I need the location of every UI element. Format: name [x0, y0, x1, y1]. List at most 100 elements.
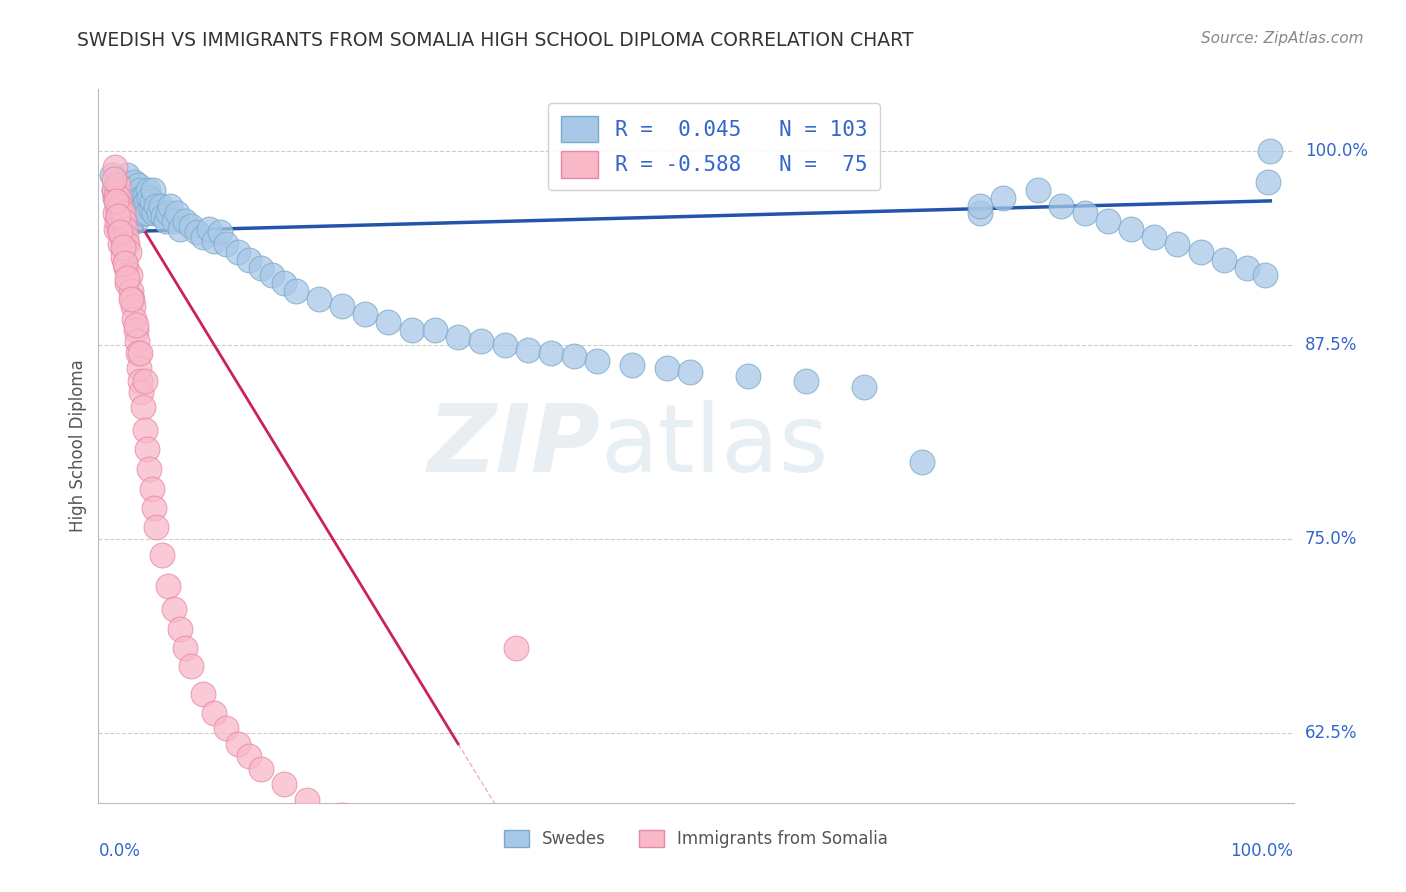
Point: [124, 318, 146, 332]
Point: [110, 237, 132, 252]
Point: [215, 237, 238, 252]
Point: [1257, 175, 1279, 189]
Point: [1166, 237, 1188, 252]
Point: [262, 268, 284, 283]
Point: [135, 194, 157, 208]
Text: ZIP: ZIP: [427, 400, 600, 492]
Point: [145, 198, 167, 212]
Point: [911, 454, 934, 468]
Point: [131, 206, 153, 220]
Point: [117, 245, 139, 260]
Point: [401, 323, 423, 337]
Point: [150, 548, 173, 562]
Point: [191, 229, 214, 244]
Point: [117, 183, 139, 197]
Point: [136, 183, 159, 197]
Point: [166, 206, 188, 220]
Point: [150, 198, 173, 212]
Point: [108, 191, 131, 205]
Point: [143, 206, 166, 220]
Point: [104, 194, 127, 208]
Point: [107, 178, 129, 193]
Point: [273, 777, 295, 791]
Point: [273, 276, 295, 290]
Point: [108, 222, 131, 236]
Point: [157, 206, 180, 220]
Point: [112, 214, 135, 228]
Point: [115, 260, 138, 275]
Point: [111, 229, 134, 244]
Point: [540, 346, 562, 360]
Point: [110, 198, 132, 212]
Point: [204, 234, 226, 248]
Point: [174, 640, 197, 655]
Text: 100.0%: 100.0%: [1305, 142, 1368, 161]
Legend: Swedes, Immigrants from Somalia: Swedes, Immigrants from Somalia: [496, 823, 896, 855]
Point: [209, 225, 232, 239]
Point: [112, 240, 135, 254]
Point: [122, 299, 145, 313]
Point: [125, 191, 148, 205]
Point: [111, 214, 134, 228]
Point: [124, 198, 146, 212]
Point: [737, 369, 759, 384]
Point: [204, 706, 226, 720]
Point: [117, 271, 139, 285]
Point: [107, 210, 129, 224]
Point: [139, 202, 162, 216]
Point: [853, 380, 876, 394]
Point: [562, 349, 585, 363]
Point: [134, 187, 156, 202]
Point: [124, 175, 146, 189]
Point: [117, 168, 139, 182]
Point: [621, 359, 644, 373]
Point: [131, 191, 153, 205]
Point: [163, 602, 186, 616]
Point: [114, 256, 136, 270]
Point: [132, 198, 155, 212]
Point: [111, 175, 134, 189]
Point: [104, 222, 127, 236]
Point: [470, 334, 492, 348]
Point: [191, 687, 214, 701]
Point: [124, 214, 146, 228]
Point: [226, 245, 249, 260]
Point: [197, 222, 219, 236]
Point: [1212, 252, 1234, 267]
Point: [1143, 229, 1166, 244]
Point: [122, 210, 145, 224]
Point: [124, 311, 146, 326]
Point: [104, 206, 127, 220]
Point: [494, 338, 516, 352]
Point: [117, 276, 139, 290]
Point: [103, 183, 125, 197]
Point: [330, 299, 353, 313]
Point: [105, 175, 128, 189]
Point: [117, 237, 139, 252]
Point: [1253, 268, 1275, 283]
Point: [120, 284, 142, 298]
Point: [586, 353, 609, 368]
Point: [354, 819, 377, 833]
Point: [129, 183, 152, 197]
Point: [284, 284, 307, 298]
Point: [297, 793, 319, 807]
Point: [121, 194, 143, 208]
Point: [174, 214, 197, 228]
Point: [131, 384, 153, 399]
Point: [128, 361, 150, 376]
Point: [114, 198, 136, 212]
Point: [447, 846, 470, 860]
Point: [169, 622, 191, 636]
Point: [142, 183, 165, 197]
Point: [104, 187, 127, 202]
Point: [138, 462, 160, 476]
Point: [115, 229, 138, 244]
Point: [157, 579, 180, 593]
Point: [1073, 206, 1095, 220]
Point: [141, 194, 163, 208]
Point: [138, 191, 160, 205]
Text: SWEDISH VS IMMIGRANTS FROM SOMALIA HIGH SCHOOL DIPLOMA CORRELATION CHART: SWEDISH VS IMMIGRANTS FROM SOMALIA HIGH …: [77, 31, 914, 50]
Point: [122, 187, 145, 202]
Point: [163, 214, 186, 228]
